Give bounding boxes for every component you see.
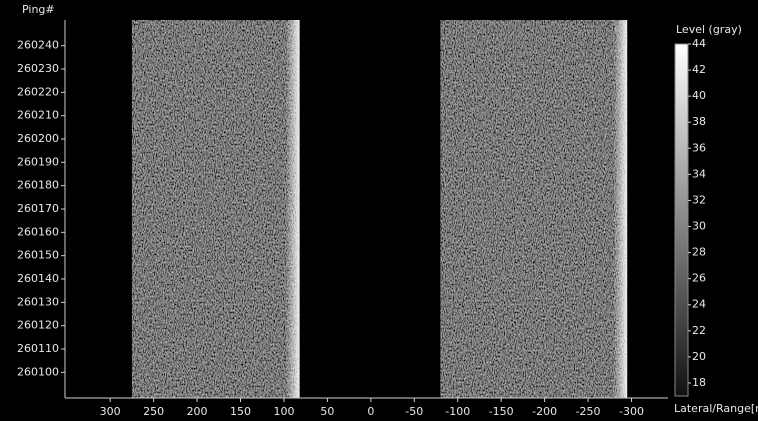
colorbar-tick-label: 34 <box>692 167 706 180</box>
colorbar-tick-label: 32 <box>692 193 706 206</box>
colorbar-tick-label: 26 <box>692 272 706 285</box>
x-tick-label: -50 <box>405 405 423 418</box>
x-tick-label: -150 <box>489 405 514 418</box>
x-tick-label: 0 <box>367 405 374 418</box>
y-tick-label: 260230 <box>17 62 59 75</box>
x-tick-label: -200 <box>532 405 557 418</box>
x-axis-label: Lateral/Range[m] <box>674 402 758 415</box>
nadir-edge <box>613 20 628 398</box>
colorbar-tick-label: 40 <box>692 89 706 102</box>
colorbar-tick-label: 18 <box>692 376 706 389</box>
swath <box>131 20 300 398</box>
y-tick-label: 260180 <box>17 179 59 192</box>
y-tick-label: 260190 <box>17 155 59 168</box>
y-tick-label: 260110 <box>17 342 59 355</box>
x-tick-label: 50 <box>320 405 334 418</box>
colorbar-tick-label: 22 <box>692 324 706 337</box>
colorbar-tick-label: 20 <box>692 350 706 363</box>
y-tick-label: 260200 <box>17 132 59 145</box>
y-tick-label: 260210 <box>17 109 59 122</box>
y-tick-label: 260240 <box>17 39 59 52</box>
x-tick-label: 100 <box>273 405 294 418</box>
x-tick-label: 250 <box>143 405 164 418</box>
y-tick-label: 260100 <box>17 365 59 378</box>
x-tick-label: -250 <box>576 405 601 418</box>
y-tick-label: 260170 <box>17 202 59 215</box>
colorbar-tick-label: 42 <box>692 63 706 76</box>
y-tick-label: 260220 <box>17 85 59 98</box>
x-tick-label: 150 <box>230 405 251 418</box>
y-tick-label: 260160 <box>17 225 59 238</box>
colorbar-label: Level (gray) <box>676 23 742 36</box>
y-tick-label: 260150 <box>17 249 59 262</box>
nadir-edge <box>285 20 300 398</box>
swath <box>440 20 628 398</box>
colorbar <box>674 43 689 397</box>
y-tick-label: 260140 <box>17 272 59 285</box>
colorbar-tick-label: 36 <box>692 141 706 154</box>
x-tick-label: -300 <box>619 405 644 418</box>
colorbar-tick-label: 30 <box>692 220 706 233</box>
x-tick-label: 200 <box>187 405 208 418</box>
x-tick-label: 300 <box>100 405 121 418</box>
colorbar-tick-label: 24 <box>692 298 706 311</box>
colorbar-tick-label: 28 <box>692 246 706 259</box>
y-tick-label: 260130 <box>17 295 59 308</box>
colorbar-tick-label: 38 <box>692 115 706 128</box>
x-tick-label: -100 <box>445 405 470 418</box>
y-axis-label: Ping# <box>22 3 55 16</box>
colorbar-tick-label: 44 <box>692 37 706 50</box>
y-tick-label: 260120 <box>17 319 59 332</box>
